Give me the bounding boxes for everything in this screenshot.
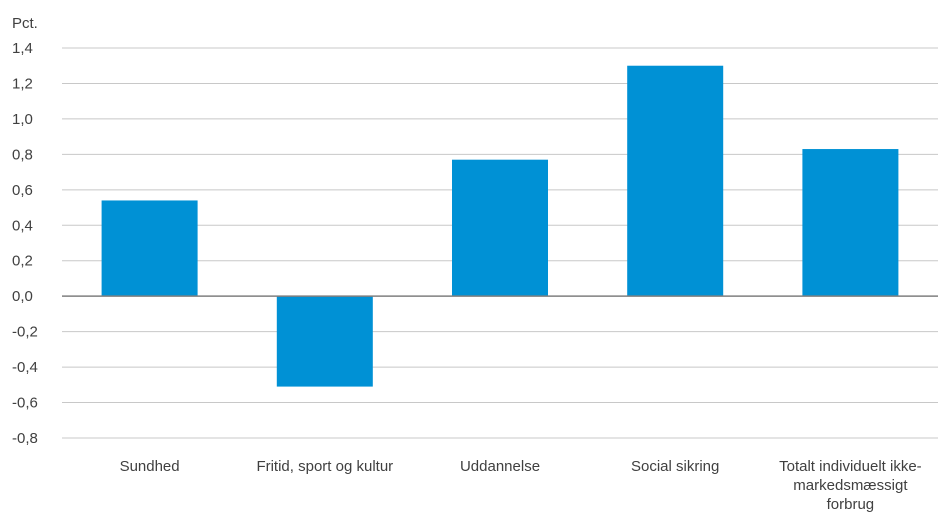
- bars: [101, 65, 899, 387]
- y-tick-label: 0,2: [12, 253, 33, 270]
- bar: [452, 159, 548, 297]
- y-axis-ticks: 1,4 1,2 1,0 0,8 0,6 0,4 0,2 0,0 -0,2 -0,4 -0,6 -0,8: [12, 40, 38, 447]
- y-tick-label: 0,4: [12, 217, 33, 234]
- y-axis-unit-label: Pct.: [12, 15, 38, 32]
- x-tick-label: Uddannelse: [460, 458, 540, 475]
- y-tick-label: 1,2: [12, 75, 33, 92]
- bar: [802, 149, 899, 297]
- bar: [627, 65, 724, 297]
- y-tick-label: 1,4: [12, 40, 33, 57]
- y-tick-label: 0,6: [12, 182, 33, 199]
- y-tick-label: -0,2: [12, 324, 38, 341]
- bar: [101, 200, 198, 297]
- x-axis-ticks: Sundhed Fritid, sport og kultur Uddannelse…: [120, 458, 922, 513]
- y-tick-label: -0,4: [12, 359, 38, 376]
- y-tick-label: 1,0: [12, 111, 33, 128]
- y-tick-label: 0,0: [12, 288, 33, 305]
- bar: [276, 296, 373, 387]
- x-tick-label: Social sikring: [631, 458, 719, 475]
- y-tick-label: 0,8: [12, 146, 33, 163]
- x-tick-label: Fritid, sport og kultur: [256, 458, 393, 475]
- x-tick-label: Totalt individuelt ikke-markedsmæssigt fo…: [779, 458, 922, 513]
- y-tick-label: -0,8: [12, 430, 38, 447]
- y-tick-label: -0,6: [12, 395, 38, 412]
- x-tick-label: Sundhed: [120, 458, 180, 475]
